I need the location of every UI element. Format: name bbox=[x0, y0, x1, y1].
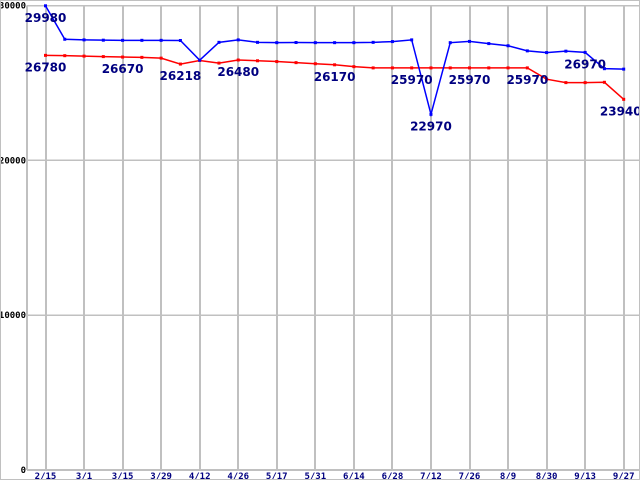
red-series-marker bbox=[429, 66, 433, 70]
point-value-label: 26218 bbox=[160, 69, 202, 83]
blue-series-marker bbox=[352, 41, 356, 45]
red-series-marker bbox=[333, 63, 337, 67]
blue-series-marker bbox=[602, 67, 606, 71]
red-series-marker bbox=[390, 66, 394, 70]
x-tick-label: 3/15 bbox=[112, 472, 134, 480]
red-series-marker bbox=[275, 60, 279, 64]
blue-series-marker bbox=[410, 38, 414, 42]
point-value-label: 22970 bbox=[410, 119, 452, 133]
point-value-label: 26780 bbox=[25, 60, 67, 74]
x-tick-label: 4/26 bbox=[227, 472, 249, 480]
red-series-marker bbox=[313, 62, 317, 66]
point-value-label: 23940 bbox=[600, 104, 640, 118]
blue-series-marker bbox=[256, 40, 260, 44]
x-tick-label: 3/1 bbox=[76, 472, 92, 480]
blue-series-marker bbox=[390, 40, 394, 44]
blue-series-marker bbox=[82, 38, 86, 42]
red-series-marker bbox=[602, 80, 606, 84]
red-series-marker bbox=[101, 55, 105, 59]
point-value-label: 25970 bbox=[506, 73, 548, 87]
point-value-label: 26480 bbox=[217, 65, 259, 79]
red-series-marker bbox=[217, 61, 221, 65]
blue-series-marker bbox=[313, 41, 317, 45]
red-series-marker bbox=[256, 59, 260, 63]
x-tick-label: 5/31 bbox=[304, 472, 326, 480]
red-series-marker bbox=[159, 56, 163, 60]
x-tick-label: 9/27 bbox=[613, 472, 635, 480]
red-series-marker bbox=[371, 66, 375, 70]
blue-series-marker bbox=[448, 41, 452, 45]
red-series-marker bbox=[622, 97, 626, 101]
point-value-label: 25970 bbox=[449, 73, 491, 87]
red-series-marker bbox=[506, 66, 510, 70]
red-series-marker bbox=[121, 55, 125, 59]
x-tick-label: 6/28 bbox=[382, 472, 404, 480]
blue-series-marker bbox=[44, 4, 47, 8]
blue-series-marker bbox=[63, 37, 67, 41]
blue-series-marker bbox=[217, 40, 221, 44]
red-series-marker bbox=[487, 66, 491, 70]
blue-series-marker bbox=[525, 49, 529, 53]
red-series-marker bbox=[82, 54, 86, 58]
x-tick-label: 6/14 bbox=[343, 472, 365, 480]
blue-series-marker bbox=[487, 42, 491, 46]
point-value-label: 29980 bbox=[25, 11, 67, 25]
blue-series-marker bbox=[429, 112, 433, 116]
blue-series-marker bbox=[583, 50, 587, 54]
x-tick-label: 7/12 bbox=[420, 472, 442, 480]
blue-series-marker bbox=[159, 38, 163, 42]
red-series-marker bbox=[583, 81, 587, 85]
point-value-label: 26170 bbox=[314, 70, 356, 84]
red-series-marker bbox=[294, 61, 298, 65]
blue-series-marker bbox=[121, 38, 125, 42]
y-tick-label: 20000 bbox=[1, 156, 26, 166]
red-series-marker bbox=[545, 77, 549, 81]
blue-series-marker bbox=[140, 38, 144, 42]
blue-series-marker bbox=[468, 39, 472, 43]
blue-series-marker bbox=[371, 40, 375, 44]
red-series-marker bbox=[236, 58, 240, 62]
blue-series-marker bbox=[275, 41, 279, 45]
red-series-marker bbox=[410, 66, 414, 70]
blue-series-marker bbox=[545, 51, 549, 55]
red-series-marker bbox=[525, 66, 529, 70]
blue-series-marker bbox=[178, 38, 182, 42]
red-series-marker bbox=[140, 55, 144, 59]
y-tick-label: 0 bbox=[21, 466, 26, 476]
blue-series-marker bbox=[294, 41, 298, 45]
red-series-marker bbox=[448, 66, 452, 70]
x-tick-label: 4/12 bbox=[189, 472, 211, 480]
blue-series-marker bbox=[333, 41, 337, 45]
red-series-marker bbox=[44, 53, 47, 57]
x-tick-label: 5/17 bbox=[266, 472, 288, 480]
red-series-marker bbox=[178, 62, 182, 66]
x-tick-label: 7/26 bbox=[459, 472, 481, 480]
red-series-marker bbox=[63, 54, 67, 58]
x-tick-label: 3/29 bbox=[150, 472, 172, 480]
blue-series-marker bbox=[198, 58, 202, 62]
y-tick-label: 10000 bbox=[1, 311, 26, 321]
red-series-marker bbox=[564, 81, 568, 85]
red-series-marker bbox=[352, 65, 356, 69]
blue-series-marker bbox=[506, 44, 510, 48]
point-value-label: 26970 bbox=[564, 57, 606, 71]
x-tick-label: 9/13 bbox=[574, 472, 596, 480]
blue-series-marker bbox=[236, 38, 240, 42]
point-value-label: 25970 bbox=[391, 73, 433, 87]
blue-series-marker bbox=[564, 49, 568, 53]
blue-series-marker bbox=[622, 67, 626, 71]
x-tick-label: 8/30 bbox=[536, 472, 558, 480]
point-value-label: 26670 bbox=[102, 62, 144, 76]
red-series-marker bbox=[468, 66, 472, 70]
x-tick-label: 2/15 bbox=[35, 472, 57, 480]
x-tick-label: 8/9 bbox=[500, 472, 516, 480]
blue-series-marker bbox=[101, 38, 105, 42]
y-tick-label: 30000 bbox=[1, 2, 26, 12]
